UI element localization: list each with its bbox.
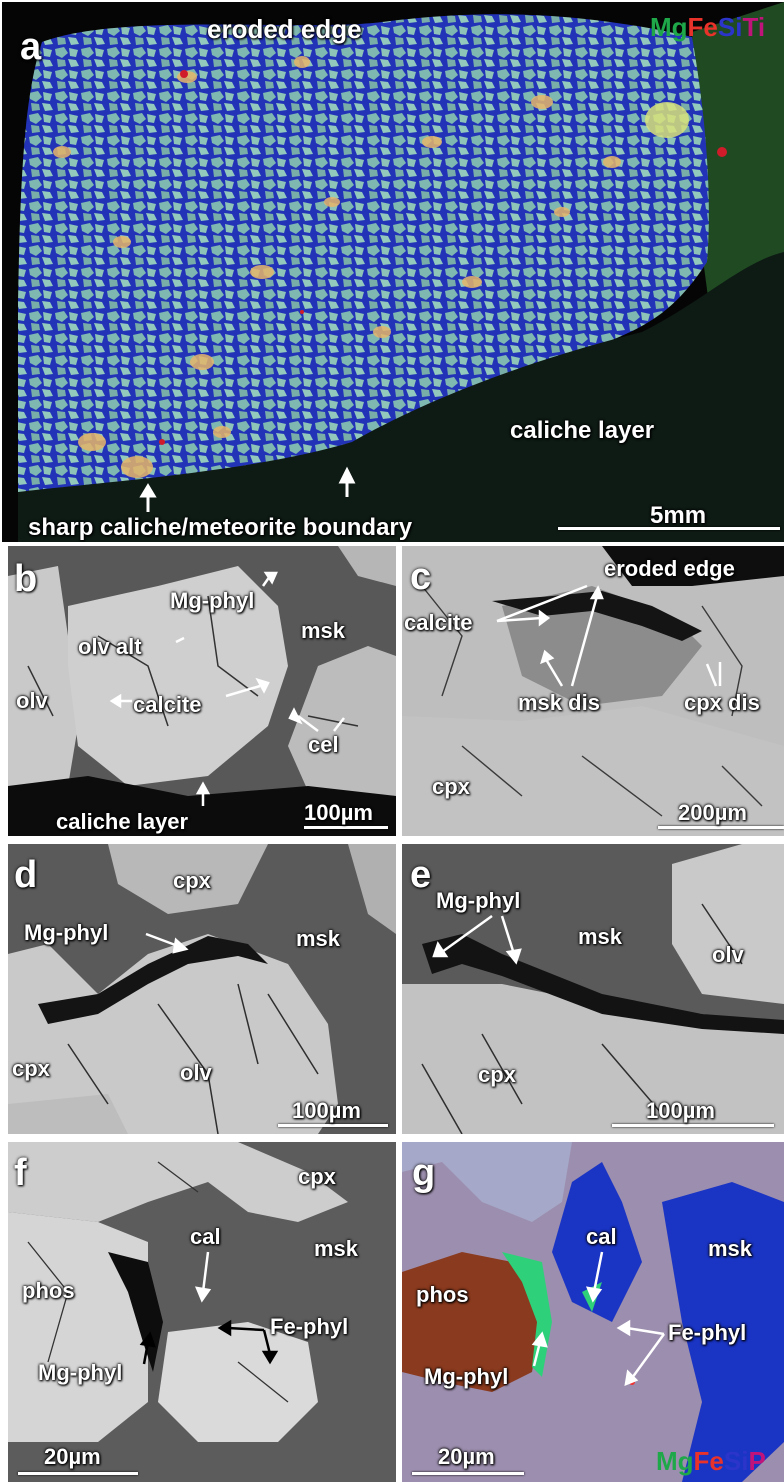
caliche-layer-label: caliche layer	[510, 417, 655, 444]
legend-mg: Mg	[650, 12, 688, 42]
panel-c-msk-dis-label: msk dis	[518, 690, 600, 715]
panel-g: g cal msk phos Fe-phyl Mg-phyl 20µm MgFe…	[402, 1142, 784, 1482]
panel-b-sem-image	[8, 546, 396, 836]
panel-d-olv-label: olv	[180, 1060, 212, 1085]
panel-f-msk-label: msk	[314, 1236, 359, 1261]
panel-a-scale-label: 5mm	[650, 502, 707, 529]
legend-fe: Fe	[687, 12, 718, 42]
panel-d-letter: d	[14, 854, 38, 896]
panel-d-scale-bar	[278, 1124, 388, 1127]
panel-a: a eroded edge MgFeSiTi caliche layer sha…	[2, 2, 784, 542]
panel-b-caliche-label: caliche layer	[56, 809, 189, 834]
panel-e-letter: e	[410, 854, 432, 896]
panel-d-mg-phyl-label: Mg-phyl	[24, 920, 109, 945]
legend-mg: Mg	[656, 1446, 694, 1476]
panel-c-calcite-label: calcite	[404, 610, 473, 635]
panel-g-letter: g	[412, 1152, 436, 1194]
panel-b-calcite-label: calcite	[133, 692, 202, 717]
panel-g-mg-phyl-label: Mg-phyl	[424, 1364, 509, 1389]
panel-g-scale-bar	[412, 1472, 524, 1475]
panel-f: f cpx cal msk phos Fe-phyl Mg-phyl 20µm	[8, 1142, 396, 1482]
panel-f-cpx-label: cpx	[298, 1164, 336, 1189]
panel-d-cpx-left-label: cpx	[12, 1056, 50, 1081]
panel-e-scale-bar	[612, 1124, 774, 1127]
panel-b-scale-label: 100µm	[304, 800, 373, 825]
panel-g-element-legend: MgFeSiP	[656, 1446, 766, 1477]
panel-b-letter: b	[14, 558, 38, 600]
legend-fe: Fe	[693, 1446, 724, 1476]
panel-g-map-image	[402, 1142, 784, 1482]
panel-g-fe-phyl-label: Fe-phyl	[668, 1320, 747, 1345]
panel-e-msk-label: msk	[578, 924, 623, 949]
panel-f-cal-label: cal	[190, 1224, 221, 1249]
panel-f-scale-label: 20µm	[44, 1444, 101, 1469]
panel-a-scale-bar	[558, 527, 780, 530]
panel-d-scale-label: 100µm	[292, 1098, 361, 1123]
panel-g-scale-label: 20µm	[438, 1444, 495, 1469]
panel-a-element-legend: MgFeSiTi	[650, 12, 765, 43]
panel-g-phos-label: phos	[416, 1282, 469, 1307]
panel-c-cpx-label: cpx	[432, 774, 470, 799]
panel-d-msk-label: msk	[296, 926, 341, 951]
panel-b: b Mg-phyl msk olv alt olv calcite cel ca…	[8, 546, 396, 836]
panel-e-scale-label: 100µm	[646, 1098, 715, 1123]
panel-b-scale-bar	[304, 826, 388, 829]
panel-f-phos-label: phos	[22, 1278, 75, 1303]
panel-b-olv-label: olv	[16, 688, 48, 713]
panel-b-olv-alt-label: olv alt	[78, 634, 142, 659]
legend-si: Si	[717, 12, 743, 42]
panel-f-mg-phyl-label: Mg-phyl	[38, 1360, 123, 1385]
legend-si: Si	[723, 1446, 749, 1476]
panel-c-scale-bar	[658, 826, 784, 829]
panel-c-letter: c	[410, 556, 432, 598]
panel-c-cpx-dis-label: cpx dis	[684, 690, 760, 715]
panel-g-msk-label: msk	[708, 1236, 753, 1261]
panel-g-cal-label: cal	[586, 1224, 617, 1249]
panel-f-scale-bar	[18, 1472, 138, 1475]
eroded-edge-label: eroded edge	[207, 14, 362, 44]
panel-d-sem-image	[8, 844, 396, 1134]
panel-c-scale-label: 200µm	[678, 800, 747, 825]
panel-e-cpx-label: cpx	[478, 1062, 516, 1087]
panel-b-mg-phyl-label: Mg-phyl	[170, 588, 255, 613]
panel-a-map-image	[18, 2, 784, 542]
panel-b-cel-label: cel	[308, 732, 339, 757]
panel-f-fe-phyl-label: Fe-phyl	[270, 1314, 349, 1339]
panel-c-eroded-edge-label: eroded edge	[604, 556, 735, 581]
legend-ti: Ti	[742, 12, 766, 42]
panel-b-msk-label: msk	[301, 618, 346, 643]
boundary-label: sharp caliche/meteorite boundary	[28, 514, 413, 541]
panel-f-letter: f	[14, 1152, 27, 1194]
panel-a-letter: a	[20, 26, 42, 68]
panel-e-olv-label: olv	[712, 942, 744, 967]
panel-f-sem-image	[8, 1142, 348, 1442]
panel-e-mg-phyl-label: Mg-phyl	[436, 888, 521, 913]
legend-p: P	[748, 1446, 766, 1476]
panel-d: d cpx Mg-phyl msk cpx olv 100µm	[8, 844, 396, 1134]
panel-d-cpx-top-label: cpx	[173, 868, 211, 893]
panel-e: e Mg-phyl msk olv cpx 100µm	[402, 844, 784, 1134]
panel-c: c eroded edge calcite msk dis cpx dis cp…	[402, 546, 784, 836]
